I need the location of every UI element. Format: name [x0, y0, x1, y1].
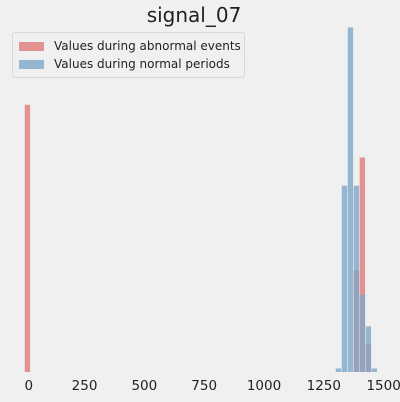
legend-label-normal: Values during normal periods	[54, 57, 230, 71]
x-tick-label-750: 750	[191, 378, 217, 394]
bar-normal-2	[347, 27, 354, 372]
legend-swatch-abnormal	[19, 41, 44, 51]
bar-normal-6	[371, 368, 378, 372]
legend: Values during abnormal events Values dur…	[12, 32, 245, 78]
bar-abnormal-0	[24, 104, 31, 373]
x-tick-label-250: 250	[72, 378, 98, 394]
bars-layer	[24, 27, 378, 373]
x-tick-label-1000: 1000	[247, 378, 281, 394]
x-tick-label-1500: 1500	[366, 378, 400, 394]
x-axis-ticks: 0 250 500 750 1000 1250 1500	[24, 378, 400, 394]
x-tick-label-0: 0	[24, 378, 33, 394]
legend-item-normal: Values during normal periods	[19, 56, 230, 72]
bar-normal-3	[353, 185, 360, 372]
chart-title: signal_07	[147, 3, 242, 27]
bar-normal-0	[335, 368, 342, 372]
bar-normal-1	[341, 185, 348, 372]
x-tick-label-1250: 1250	[307, 378, 341, 394]
legend-label-abnormal: Values during abnormal events	[54, 39, 241, 53]
bar-abnormal-2	[359, 157, 366, 372]
bar-normal-4	[359, 294, 366, 372]
legend-item-abnormal: Values during abnormal events	[19, 38, 241, 54]
bar-normal-5	[365, 326, 372, 372]
legend-swatch-normal	[19, 59, 44, 69]
x-tick-label-500: 500	[131, 378, 157, 394]
